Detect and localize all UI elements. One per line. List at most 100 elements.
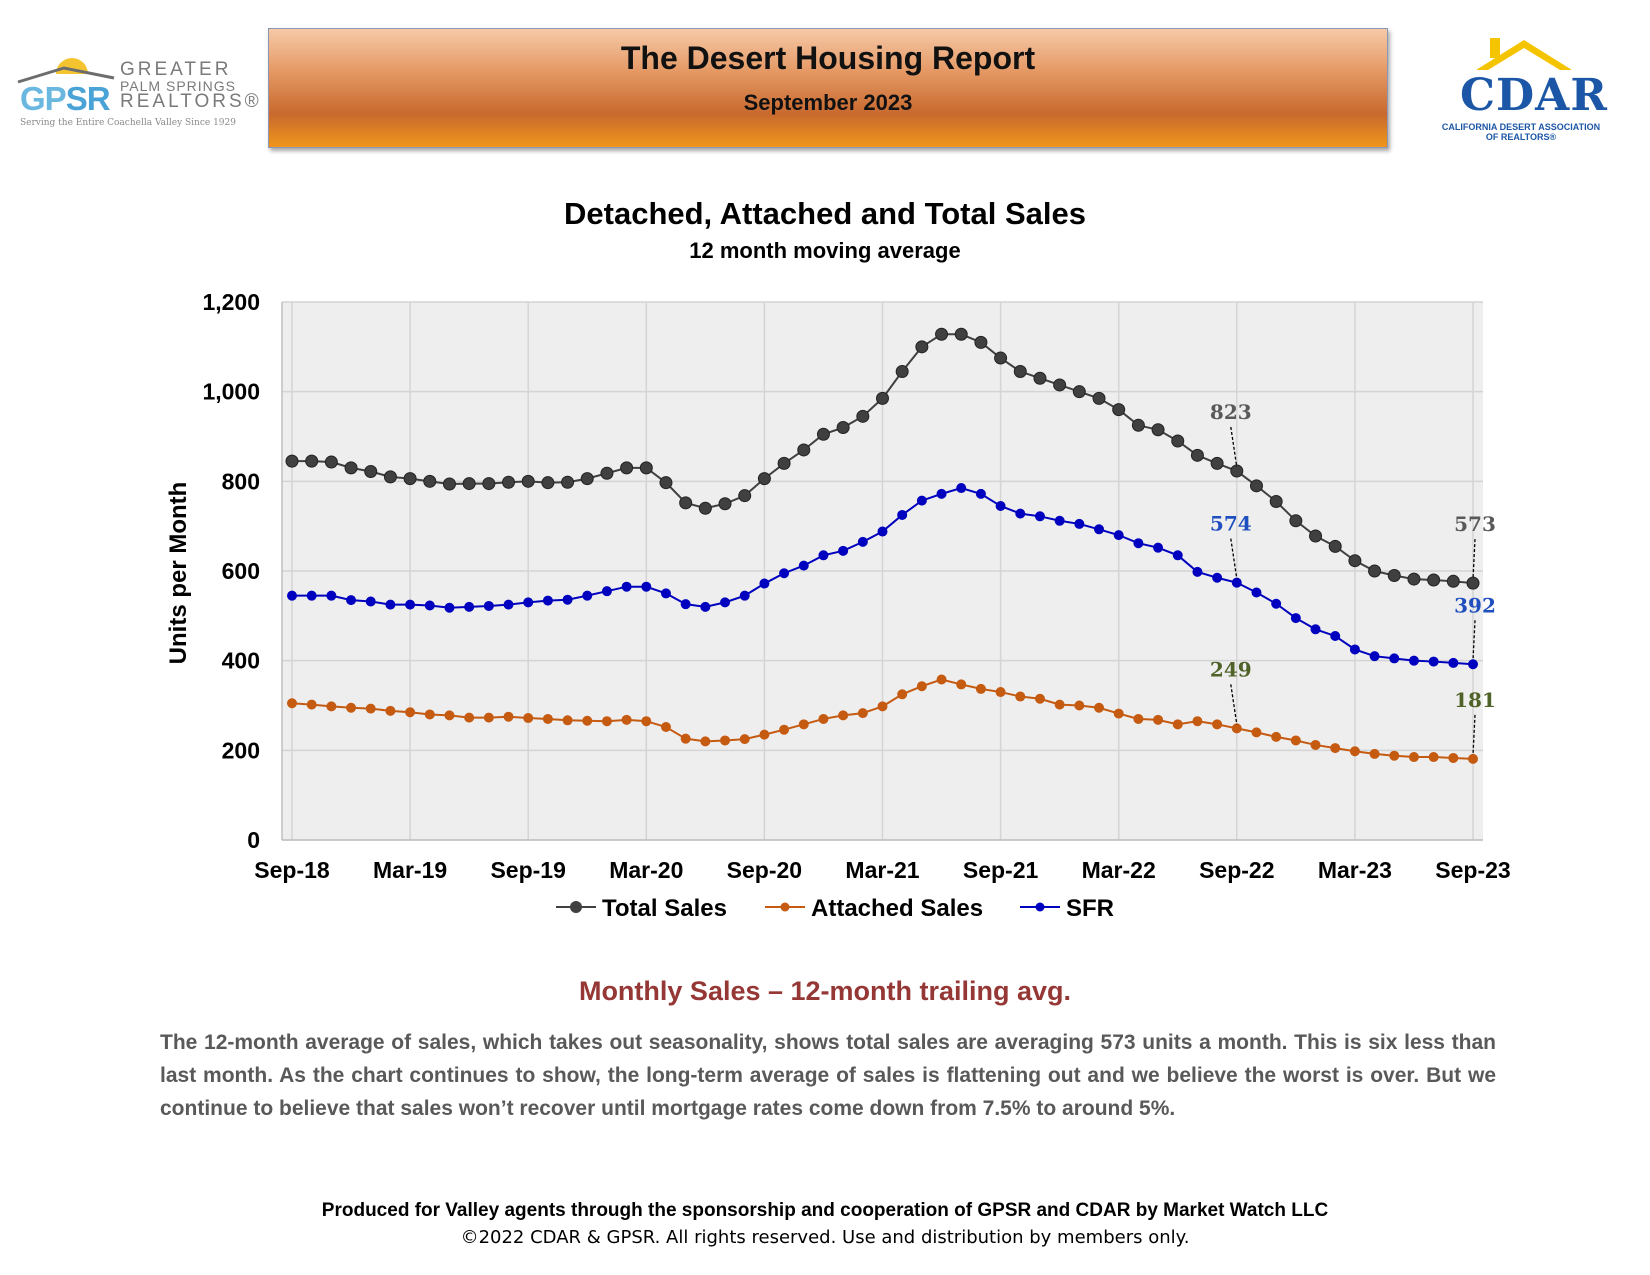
data-point [1387,568,1401,582]
data-point [580,472,594,486]
annotation-label: 392 [1454,593,1496,617]
data-point [562,715,573,726]
data-point [1369,748,1380,759]
data-point [1330,743,1341,754]
cdar-subtitle: CALIFORNIA DESERT ASSOCIATION OF REALTOR… [1441,122,1601,142]
data-point [1192,566,1203,577]
data-point [523,597,534,608]
data-point [1054,515,1065,526]
report-date: September 2023 [743,90,913,115]
data-point [1468,659,1478,670]
data-point [582,715,593,726]
data-point [1368,564,1382,578]
data-point [1428,752,1439,763]
data-point [738,489,752,503]
data-point [777,456,791,470]
y-axis-label: Units per Month [165,482,192,665]
data-point [974,335,988,349]
x-tick-label: Sep-22 [1199,857,1274,883]
data-point [1251,727,1262,738]
data-point [482,477,496,491]
series-total-sales [285,327,1480,590]
data-point [346,702,357,713]
data-point [956,483,967,494]
data-point [444,602,455,613]
legend-item: Total Sales [556,895,727,922]
data-point [897,509,908,520]
data-point [1408,655,1419,666]
data-point [995,500,1006,511]
data-point [718,497,732,511]
legend: Total Sales Attached Sales SFR [556,895,1114,922]
report-title: The Desert Housing Report [620,40,1036,76]
x-tick-label: Mar-21 [845,857,919,883]
data-point [916,681,927,692]
data-point [876,391,889,405]
data-point [1212,719,1223,730]
data-point [444,710,455,721]
data-point [857,708,868,719]
data-point [364,464,378,478]
data-point [1054,699,1065,710]
x-tick-label: Mar-22 [1082,857,1156,883]
data-point [641,716,652,727]
data-point [424,709,435,720]
annotation-leader [1472,714,1476,755]
data-point [462,477,476,491]
cdar-logo: CDAR CALIFORNIA DESERT ASSOCIATION OF RE… [1420,38,1620,148]
data-point [542,713,553,724]
data-point [1113,708,1124,719]
annotation-leader [1230,538,1238,579]
data-point [798,719,809,730]
data-point [601,586,612,597]
axes: 0 200 400 600 800 1,000 1,200 Sep-18 Mar-19 Sep-1… [202,289,1510,883]
data-point [582,590,593,601]
series-sfr [287,483,1478,670]
data-point [779,724,790,735]
data-point [1133,713,1144,724]
data-point [1153,714,1164,725]
data-point [383,470,397,484]
data-point [385,599,396,610]
annotation-leader [1472,620,1476,661]
data-point [442,477,456,491]
data-point [1013,364,1027,378]
legend-swatch-marker [1035,902,1045,912]
data-point [1112,403,1126,417]
data-point [994,351,1008,365]
data-point [700,736,711,747]
data-point [1015,691,1026,702]
data-point [305,454,319,468]
y-tick-label: 1,000 [202,379,260,405]
x-tick-label: Mar-23 [1318,857,1392,883]
data-point [838,545,849,556]
copyright: ©2022 CDAR & GPSR. All rights reserved. … [460,1227,1190,1248]
data-point [306,590,317,601]
data-point [1407,572,1421,586]
legend-swatch-marker [570,901,582,913]
data-point [306,699,317,710]
data-point [757,472,771,486]
data-point [838,710,849,721]
data-point [798,560,809,571]
data-point [877,526,888,537]
data-point [1448,752,1459,763]
data-point [1231,577,1242,588]
data-point [541,476,555,490]
sales-line-chart: 0 200 400 600 800 1,000 1,200 Sep-18 Mar-19 Sep-1… [165,289,1511,922]
data-point [1172,719,1183,730]
data-point [1289,514,1303,528]
data-point [423,474,437,488]
data-point [326,701,337,712]
data-point [995,687,1006,698]
data-point [818,713,829,724]
data-point [877,701,888,712]
data-point [600,466,614,480]
data-point [1310,739,1321,750]
data-point [1190,448,1204,462]
gpsr-tagline: Serving the Entire Coachella Valley Sinc… [20,118,236,128]
data-point [818,550,829,561]
data-point [1230,464,1244,478]
x-tick-label: Sep-23 [1435,857,1510,883]
data-point [641,581,652,592]
